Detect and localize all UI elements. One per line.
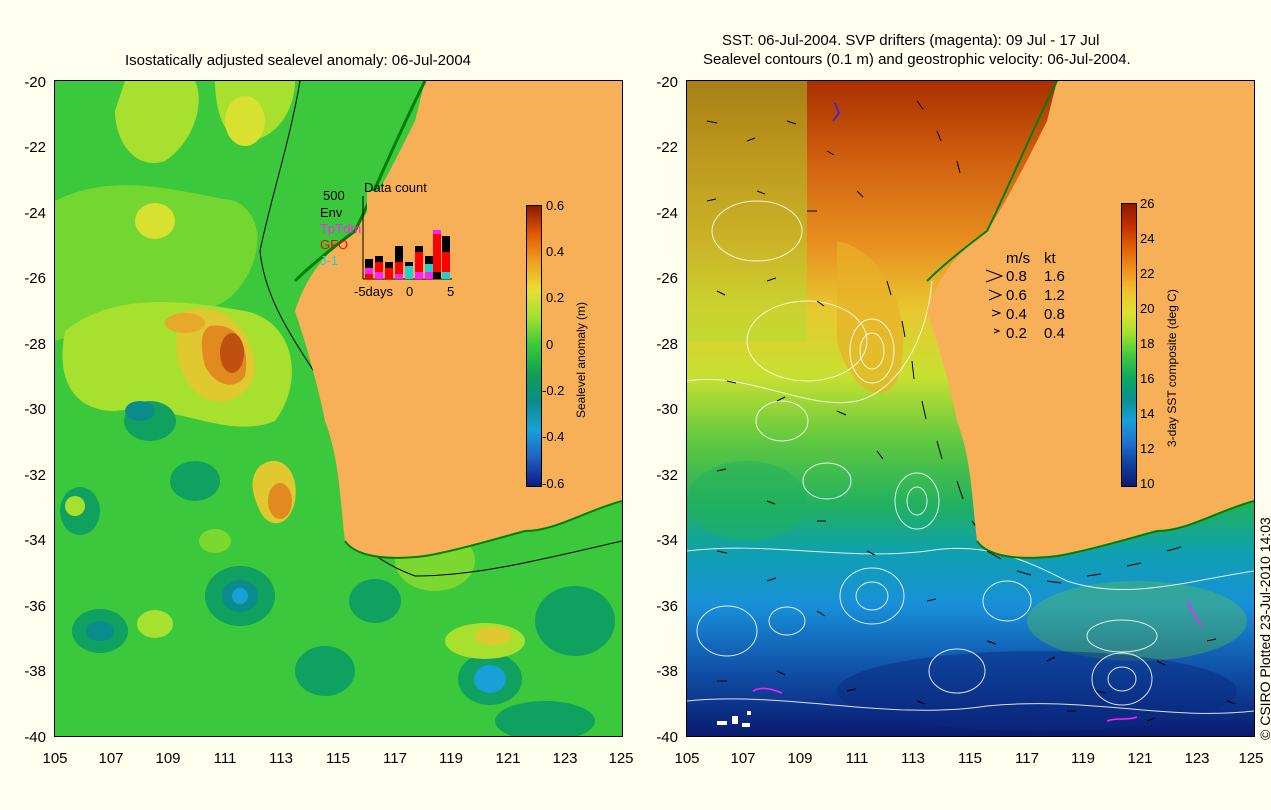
left-xtick-2: 109 [155,750,181,767]
left-ytick-6: -32 [24,467,46,484]
sl-cb-tick-4: -0.2 [542,383,565,398]
left-ytick-10: -40 [24,729,46,746]
left-ytick-9: -38 [24,663,46,680]
right-xtick-5: 115 [958,750,982,767]
right-xtick-6: 117 [1015,750,1039,767]
inset-x-mid: 0 [406,284,414,299]
right-ytick-10: -40 [656,729,678,746]
left-ytick-7: -34 [24,532,46,549]
sl-cb-tick-3: 0 [546,337,554,352]
velocity-legend-ms-header: m/s [1006,250,1031,267]
sst-cb-tick-1: 24 [1140,231,1155,246]
sealevel-colorbar [526,205,542,487]
left-xtick-5: 115 [326,750,350,767]
inset-legend-tptdm: TpTdm [320,221,362,236]
right-xtick-3: 111 [845,750,869,767]
velocity-row-3-ms: 0.2 [1006,325,1027,342]
inset-bar-chart [362,196,452,280]
left-panel-title: Isostatically adjusted sealevel anomaly:… [125,52,472,69]
right-xtick-8: 121 [1127,750,1153,767]
sst-cb-tick-3: 20 [1140,301,1155,316]
left-ytick-1: -22 [24,139,46,156]
right-ytick-1: -22 [656,139,678,156]
left-ytick-5: -30 [24,401,46,418]
velocity-row-0-ms: 0.8 [1006,268,1027,285]
inset-x-right: 5 [447,284,455,299]
left-xtick-9: 123 [552,750,578,767]
sl-cb-tick-1: 0.4 [546,244,565,259]
sst-cb-tick-6: 14 [1140,406,1155,421]
right-ytick-5: -30 [656,401,678,418]
inset-x-left: -5days [354,284,394,299]
velocity-legend-arrows [985,269,1004,334]
right-xtick-9: 123 [1184,750,1210,767]
sst-map-graphic [687,81,1254,736]
inset-legend-env: Env [320,205,343,220]
sst-cb-tick-4: 18 [1140,336,1155,351]
left-ytick-8: -36 [24,598,46,615]
sl-cb-tick-2: 0.2 [546,290,565,305]
velocity-legend: m/s kt 0.8 1.6 0.6 1.2 0.4 0.8 0.2 0.4 [984,250,1094,350]
left-ytick-3: -26 [24,270,46,287]
left-ytick-2: -24 [24,205,46,222]
left-xtick-8: 121 [495,750,521,767]
inset-legend-gfo: GFO [320,237,349,252]
right-ytick-4: -28 [656,336,678,353]
inset-title: Data count [364,180,427,195]
left-ytick-0: -20 [24,74,46,91]
sl-cb-tick-6: -0.6 [542,476,565,491]
right-ytick-9: -38 [656,663,678,680]
velocity-row-2-kt: 0.8 [1044,306,1065,323]
right-ytick-2: -24 [656,205,678,222]
left-xtick-4: 113 [269,750,293,767]
sl-cb-tick-0: 0.6 [546,198,565,213]
right-ytick-8: -36 [656,598,678,615]
right-ytick-7: -34 [656,532,678,549]
right-xtick-2: 109 [787,750,813,767]
sealevel-colorbar-label: Sealevel anomaly (m) [574,301,588,418]
left-ytick-4: -28 [24,336,46,353]
right-panel-title-line1: SST: 06-Jul-2004. SVP drifters (magenta)… [722,32,1100,49]
sst-cb-tick-0: 26 [1140,196,1155,211]
velocity-legend-kt-header: kt [1044,250,1056,267]
velocity-row-1-ms: 0.6 [1006,287,1027,304]
sst-cb-tick-7: 12 [1140,441,1155,456]
sst-cb-tick-5: 16 [1140,371,1155,386]
left-xtick-1: 107 [98,750,124,767]
sl-cb-tick-5: -0.4 [542,429,565,444]
sst-cb-tick-8: 10 [1140,476,1155,491]
inset-legend-j1: J-1 [320,253,339,268]
inset-max-label: 500 [323,188,345,203]
left-xtick-0: 105 [42,750,68,767]
right-xtick-1: 107 [730,750,756,767]
right-ytick-3: -26 [656,270,678,287]
velocity-row-2-ms: 0.4 [1006,306,1027,323]
data-count-inset: Data count 500 Env TpTdm GFO J-1 -5days … [318,180,468,300]
right-ytick-6: -32 [656,467,678,484]
sst-cb-tick-2: 22 [1140,266,1155,281]
left-xtick-6: 117 [383,750,407,767]
velocity-row-3-kt: 0.4 [1044,325,1065,342]
sst-colorbar-label: 3-day SST composite (deg C) [1165,289,1179,447]
right-xtick-4: 113 [901,750,925,767]
left-xtick-10: 125 [608,750,634,767]
right-xtick-10: 125 [1238,750,1264,767]
left-xtick-3: 111 [213,750,237,767]
csiro-credit: © CSIRO Plotted 23-Jul-2010 14:03 [1257,517,1271,740]
right-xtick-7: 119 [1071,750,1095,767]
sst-colorbar [1121,203,1137,487]
right-panel-title-line2: Sealevel contours (0.1 m) and geostrophi… [703,51,1131,68]
right-xtick-0: 105 [674,750,700,767]
velocity-row-0-kt: 1.6 [1044,268,1065,285]
left-xtick-7: 119 [439,750,463,767]
sst-map [686,80,1255,737]
right-ytick-0: -20 [656,74,678,91]
velocity-row-1-kt: 1.2 [1044,287,1065,304]
